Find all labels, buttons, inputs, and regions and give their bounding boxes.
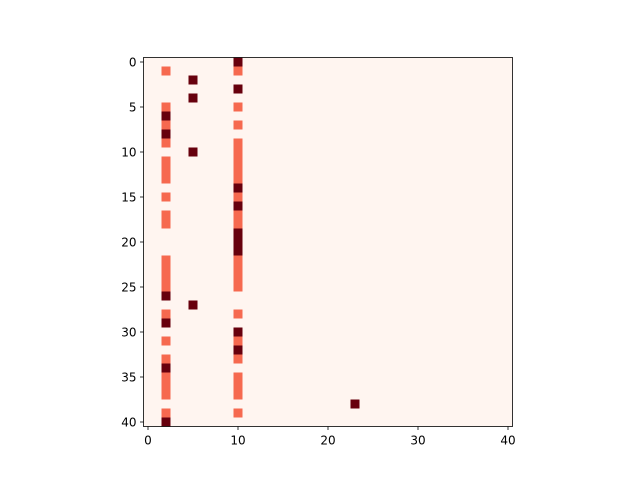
- y-tick-label: 30: [121, 326, 136, 340]
- heatmap-cell: [161, 102, 171, 112]
- y-tick-label: 20: [121, 236, 136, 250]
- heatmap-cell: [161, 282, 171, 292]
- heatmap-cell: [233, 174, 243, 184]
- heatmap-cell: [161, 138, 171, 148]
- heatmap-cell: [233, 66, 243, 76]
- y-tick-label: 40: [121, 416, 136, 430]
- heatmap-cell: [161, 165, 171, 175]
- heatmap-cell: [161, 255, 171, 265]
- heatmap-cell: [233, 57, 243, 67]
- heatmap-cell: [233, 381, 243, 391]
- heatmap-cell: [233, 354, 243, 364]
- heatmap-cell: [233, 273, 243, 283]
- heatmap-cell: [233, 246, 243, 256]
- heatmap-background: [143, 57, 513, 427]
- heatmap-cell: [233, 390, 243, 400]
- heatmap-cell: [233, 327, 243, 337]
- heatmap-cell: [233, 210, 243, 220]
- y-tick-label: 5: [129, 101, 137, 115]
- heatmap-cell: [233, 165, 243, 175]
- heatmap-cell: [233, 219, 243, 229]
- heatmap-cell: [233, 183, 243, 193]
- heatmap-cell: [233, 309, 243, 319]
- heatmap-cell: [161, 219, 171, 229]
- heatmap-cell: [161, 174, 171, 184]
- heatmap-cell: [233, 264, 243, 274]
- heatmap-cell: [161, 363, 171, 373]
- heatmap-cell: [233, 237, 243, 247]
- heatmap-cell: [161, 156, 171, 166]
- heatmap-cell: [188, 93, 198, 103]
- y-tick-label: 10: [121, 146, 136, 160]
- heatmap-cell: [161, 318, 171, 328]
- x-tick-label: 30: [410, 434, 425, 448]
- heatmap-cell: [161, 66, 171, 76]
- heatmap-cell: [233, 147, 243, 157]
- y-tick-label: 35: [121, 371, 136, 385]
- y-tick-label: 0: [129, 56, 137, 70]
- x-tick-label: 40: [500, 434, 515, 448]
- heatmap-cell: [161, 120, 171, 130]
- heatmap-cell: [161, 129, 171, 139]
- x-tick-label: 10: [230, 434, 245, 448]
- heatmap-cell: [161, 417, 171, 427]
- heatmap-cell: [161, 381, 171, 391]
- heatmap-cell: [161, 354, 171, 364]
- heatmap-cell: [233, 345, 243, 355]
- heatmap-cell: [161, 372, 171, 382]
- heatmap-cell: [161, 111, 171, 121]
- heatmap-cell: [233, 201, 243, 211]
- heatmap-cell: [161, 273, 171, 283]
- heatmap-cell: [233, 84, 243, 94]
- heatmap-cell: [233, 102, 243, 112]
- heatmap-cell: [233, 372, 243, 382]
- heatmap-cell: [161, 264, 171, 274]
- heatmap-cell: [350, 399, 360, 409]
- heatmap-cell: [188, 147, 198, 157]
- heatmap-cell: [233, 228, 243, 238]
- heatmap-cell: [161, 192, 171, 202]
- heatmap-cell: [233, 192, 243, 202]
- y-tick-label: 15: [121, 191, 136, 205]
- heatmap-cell: [161, 291, 171, 301]
- heatmap-cell: [161, 309, 171, 319]
- x-tick-label: 20: [320, 434, 335, 448]
- heatmap-cell: [233, 408, 243, 418]
- heatmap-cell: [161, 336, 171, 346]
- x-tick-label: 0: [144, 434, 152, 448]
- heatmap-cell: [161, 408, 171, 418]
- y-tick-label: 25: [121, 281, 136, 295]
- heatmap-cell: [233, 282, 243, 292]
- heatmap-cell: [233, 255, 243, 265]
- heatmap-cell: [161, 390, 171, 400]
- heatmap-cell: [233, 138, 243, 148]
- heatmap-cell: [233, 156, 243, 166]
- heatmap-cell: [188, 75, 198, 85]
- heatmap-cell: [161, 210, 171, 220]
- heatmap-cell: [188, 300, 198, 310]
- heatmap-cell: [233, 120, 243, 130]
- heatmap-cell: [233, 336, 243, 346]
